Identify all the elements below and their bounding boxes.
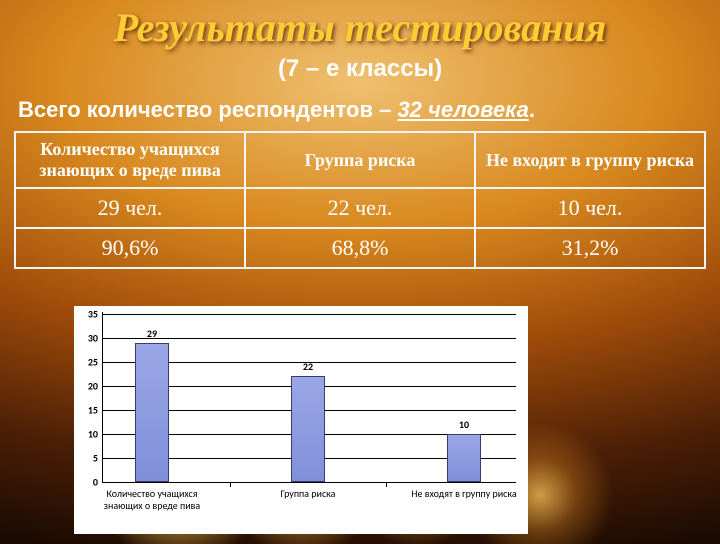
table-header-cell: Группа риска bbox=[245, 132, 475, 188]
chart-gridline bbox=[102, 482, 516, 483]
bar-chart: 0 5 10 15 20 25 30 35 29 Количество учащихся знаю… bbox=[74, 306, 528, 534]
table-header-cell: Количество учащихся знающих о вреде пива bbox=[15, 132, 245, 188]
chart-bar-label: 10 bbox=[444, 418, 484, 431]
chart-plot-area: 0510152025303529Количество учащихся знаю… bbox=[102, 314, 516, 482]
chart-ytick-label: 5 bbox=[93, 452, 98, 465]
table-cell: 31,2% bbox=[475, 228, 705, 268]
chart-bar-label: 22 bbox=[288, 360, 328, 373]
chart-ytick-label: 35 bbox=[88, 308, 98, 321]
table-cell: 90,6% bbox=[15, 228, 245, 268]
table-cell: 29 чел. bbox=[15, 188, 245, 228]
chart-bar-label: 29 bbox=[132, 327, 172, 340]
chart-ytick-label: 30 bbox=[88, 332, 98, 345]
page-subtitle: (7 – е классы) bbox=[0, 55, 720, 83]
chart-ytick-label: 25 bbox=[88, 356, 98, 369]
chart-gridline bbox=[102, 314, 516, 315]
chart-xcategory-label: Группа риска bbox=[243, 488, 373, 500]
chart-ytick-label: 15 bbox=[88, 404, 98, 417]
chart-bar bbox=[291, 376, 325, 482]
table-cell: 68,8% bbox=[245, 228, 475, 268]
chart-xcategory-label: Количество учащихся знающих о вреде пива bbox=[87, 488, 217, 512]
chart-ytick-label: 20 bbox=[88, 380, 98, 393]
chart-ytick-label: 10 bbox=[88, 428, 98, 441]
respondents-count: 32 человека bbox=[397, 97, 528, 122]
page-title: Результаты тестирования bbox=[0, 4, 720, 51]
respondents-suffix: . bbox=[529, 97, 535, 122]
chart-bar bbox=[135, 343, 169, 482]
chart-xtick bbox=[230, 482, 231, 487]
table-header-row: Количество учащихся знающих о вреде пива… bbox=[15, 132, 705, 188]
table-row: 90,6% 68,8% 31,2% bbox=[15, 228, 705, 268]
chart-bar bbox=[447, 434, 481, 482]
table-header-cell: Не входят в группу риска bbox=[475, 132, 705, 188]
table-cell: 22 чел. bbox=[245, 188, 475, 228]
respondents-line: Всего количество респондентов – 32 челов… bbox=[18, 97, 720, 123]
chart-xtick bbox=[386, 482, 387, 487]
respondents-prefix: Всего количество респондентов – bbox=[18, 97, 397, 122]
table-cell: 10 чел. bbox=[475, 188, 705, 228]
chart-ytick-label: 0 bbox=[93, 476, 98, 489]
results-table: Количество учащихся знающих о вреде пива… bbox=[14, 131, 706, 269]
chart-xcategory-label: Не входят в группу риска bbox=[399, 488, 529, 500]
table-row: 29 чел. 22 чел. 10 чел. bbox=[15, 188, 705, 228]
